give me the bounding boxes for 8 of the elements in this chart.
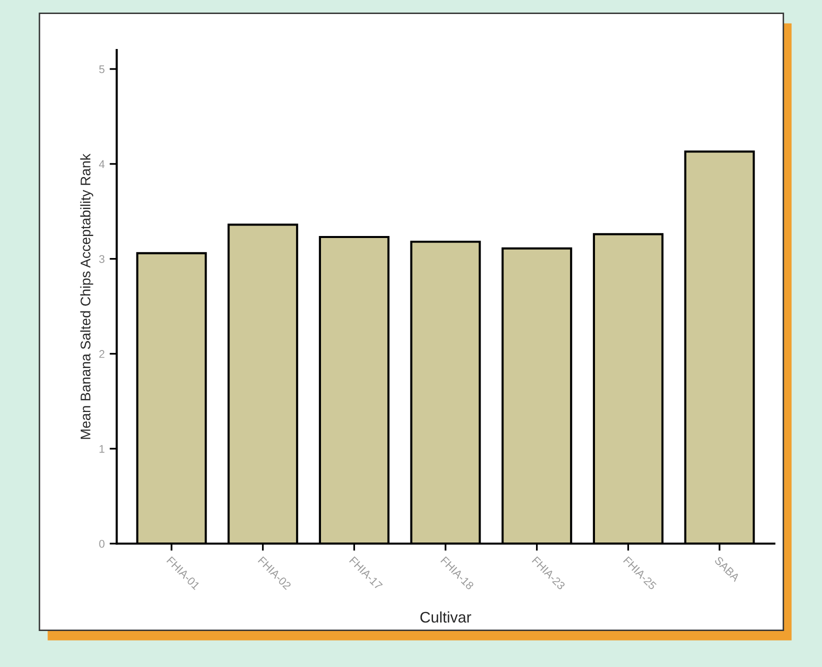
y-tick-label: 5 [99,65,104,74]
y-axis-title: Mean Banana Salted Chips Acceptability Rank [80,154,94,439]
y-tick-label: 0 [99,540,104,548]
y-tick-label: 3 [99,255,104,263]
y-tick-label: 4 [98,160,105,168]
y-tick-label: 1 [100,445,104,453]
x-axis-title: Cultivar [420,611,472,623]
y-tick-label: 2 [99,350,104,358]
